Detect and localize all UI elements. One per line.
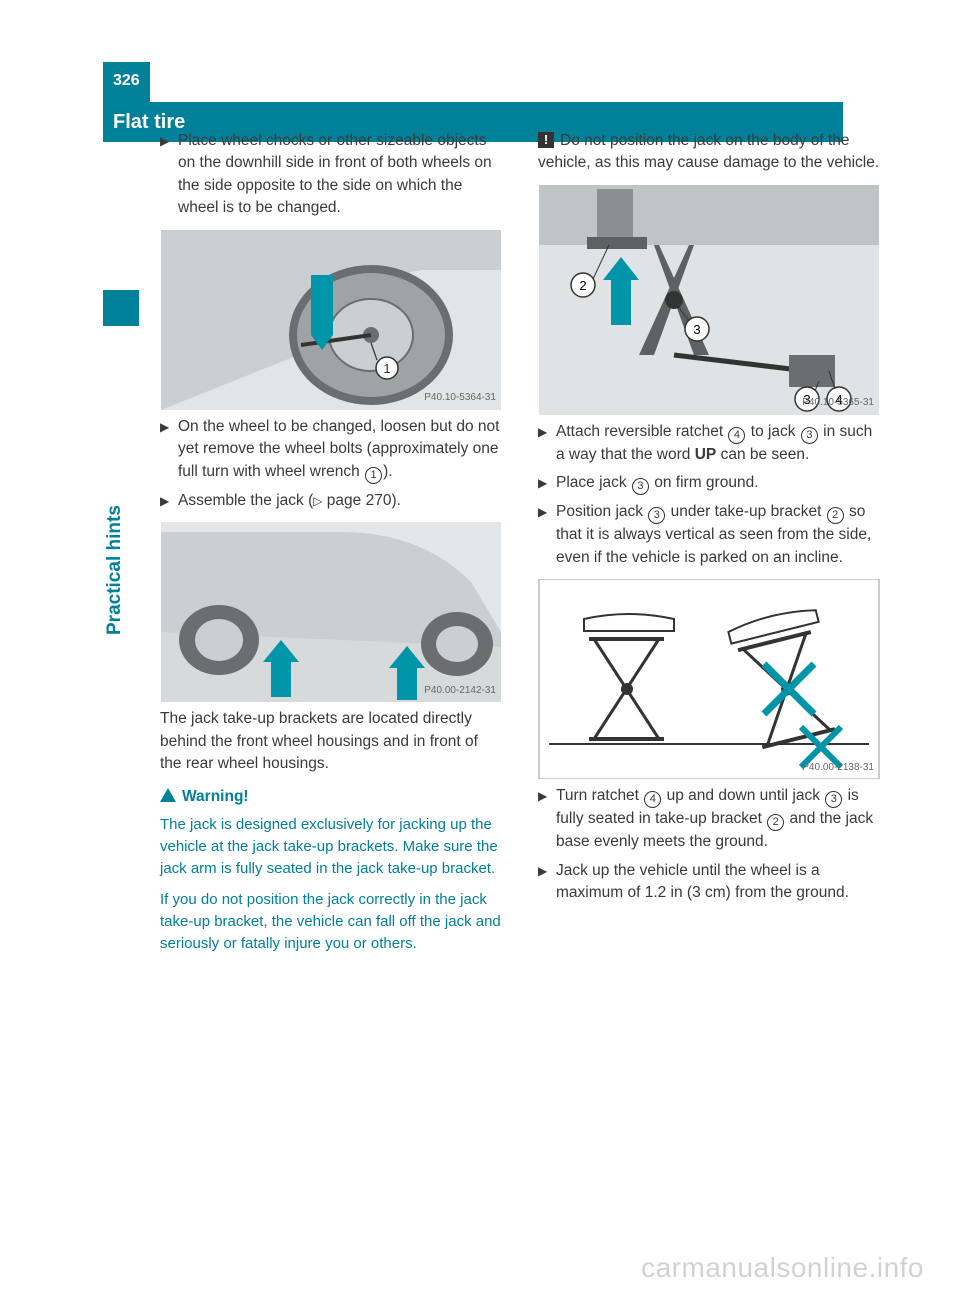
text-fragment: Attach reversible ratchet [556,423,727,440]
step-arrow-icon: ▶ [538,472,556,495]
step-arrow-icon: ▶ [538,501,556,569]
text-fragment: to jack [746,423,799,440]
step-text: Jack up the vehicle until the wheel is a… [556,860,880,905]
text-fragment: page 270). [322,492,400,509]
warning-title-text: Warning! [182,788,249,805]
warning-triangle-icon [160,788,176,802]
section-tab [103,290,139,326]
figure-svg: 2 3 3 4 [538,185,880,415]
step-text: Attach reversible ratchet 4 to jack 3 in… [556,421,880,466]
step-arrow-icon: ▶ [160,130,178,220]
text-fragment: up and down until jack [662,787,824,804]
ref-circle-3: 3 [825,791,842,808]
step-text: Assemble the jack (▷ page 270). [178,490,502,512]
page-header: 326Flat tire [103,62,880,102]
ref-circle-2: 2 [767,814,784,831]
figure-jack-bracket: 2 3 3 4 P40.10-5365-31 [538,185,880,415]
manual-page: 326Flat tire Practical hints ▶ Place whe… [0,0,960,1302]
step-text: On the wheel to be changed, loosen but d… [178,416,502,484]
content-columns: ▶ Place wheel chocks or other sizeable o… [160,130,880,1242]
ref-circle-4: 4 [644,791,661,808]
step-arrow-icon: ▶ [160,490,178,512]
figure-code: P40.10-5364-31 [424,391,496,406]
notice-text: Do not position the jack on the body of … [538,132,879,171]
text-fragment: Assemble the jack ( [178,492,313,509]
text-fragment: Place jack [556,474,631,491]
ref-circle-3: 3 [632,478,649,495]
svg-text:2: 2 [579,278,586,293]
step-item: ▶ Assemble the jack (▷ page 270). [160,490,502,512]
column-left: ▶ Place wheel chocks or other sizeable o… [160,130,502,1242]
step-arrow-icon: ▶ [538,785,556,853]
step-item: ▶ On the wheel to be changed, loosen but… [160,416,502,484]
step-item: ▶ Place jack 3 on firm ground. [538,472,880,495]
text-fragment: On the wheel to be changed, loosen but d… [178,418,499,480]
text-fragment: Turn ratchet [556,787,643,804]
ref-circle-2: 2 [827,507,844,524]
figure-code: P40.00-2142-31 [424,684,496,699]
paragraph: The jack take-up brackets are located di… [160,708,502,775]
figure-svg [160,522,502,702]
section-label: Practical hints [104,505,126,635]
text-fragment: under take-up bracket [666,503,825,520]
notice-icon: ! [538,132,554,148]
notice-paragraph: !Do not position the jack on the body of… [538,130,880,175]
up-word: UP [695,446,717,463]
figure-wheel-wrench: 1 P40.10-5364-31 [160,230,502,410]
step-item: ▶ Place wheel chocks or other sizeable o… [160,130,502,220]
step-text: Place wheel chocks or other sizeable obj… [178,130,502,220]
text-fragment: ). [383,463,392,480]
step-text: Turn ratchet 4 up and down until jack 3 … [556,785,880,853]
svg-text:1: 1 [383,361,390,376]
figure-jack-orientation: P40.00-2138-31 [538,579,880,779]
figure-jack-points: P40.00-2142-31 [160,522,502,702]
warning-text: If you do not position the jack correctl… [160,889,502,954]
figure-code: P40.10-5365-31 [802,396,874,411]
figure-code: P40.00-2138-31 [802,761,874,776]
step-item: ▶ Jack up the vehicle until the wheel is… [538,860,880,905]
step-arrow-icon: ▶ [538,421,556,466]
step-item: ▶ Turn ratchet 4 up and down until jack … [538,785,880,853]
step-arrow-icon: ▶ [538,860,556,905]
warning-text: The jack is designed exclusively for jac… [160,814,502,879]
step-arrow-icon: ▶ [160,416,178,484]
page-number: 326 [103,62,150,102]
text-fragment: on firm ground. [650,474,759,491]
ref-circle-1: 1 [365,467,382,484]
step-item: ▶ Attach reversible ratchet 4 to jack 3 … [538,421,880,466]
warning-heading: Warning! [160,786,502,808]
step-text: Place jack 3 on firm ground. [556,472,880,495]
ref-circle-3: 3 [801,427,818,444]
ref-circle-3: 3 [648,507,665,524]
step-text: Position jack 3 under take-up bracket 2 … [556,501,880,569]
figure-svg [538,579,880,779]
ref-circle-4: 4 [728,427,745,444]
watermark: carmanualsonline.info [641,1252,924,1284]
text-fragment: can be seen. [716,446,809,463]
text-fragment: Position jack [556,503,647,520]
svg-text:3: 3 [693,322,700,337]
step-item: ▶ Position jack 3 under take-up bracket … [538,501,880,569]
column-right: !Do not position the jack on the body of… [538,130,880,1242]
figure-svg: 1 [160,230,502,410]
